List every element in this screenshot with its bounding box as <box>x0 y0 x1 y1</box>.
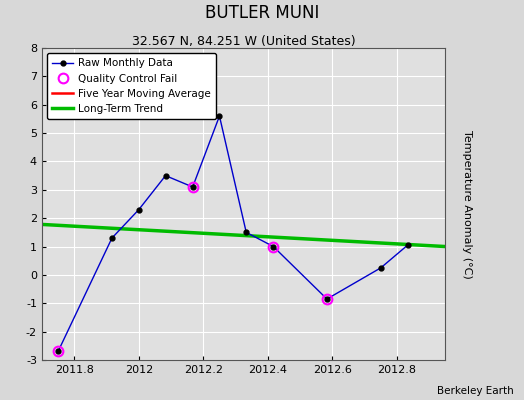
Text: BUTLER MUNI: BUTLER MUNI <box>205 4 319 22</box>
Quality Control Fail <box>324 297 330 302</box>
Raw Monthly Data <box>162 173 169 178</box>
Raw Monthly Data <box>55 349 61 354</box>
Raw Monthly Data <box>216 114 223 118</box>
Text: Berkeley Earth: Berkeley Earth <box>437 386 514 396</box>
Raw Monthly Data <box>378 266 384 270</box>
Raw Monthly Data <box>324 297 330 302</box>
Quality Control Fail <box>55 349 61 354</box>
Raw Monthly Data <box>136 207 142 212</box>
Raw Monthly Data <box>109 236 115 240</box>
Line: Raw Monthly Data: Raw Monthly Data <box>56 114 410 354</box>
Quality Control Fail <box>190 184 196 189</box>
Y-axis label: Temperature Anomaly (°C): Temperature Anomaly (°C) <box>462 130 472 278</box>
Quality Control Fail <box>270 244 277 249</box>
Raw Monthly Data <box>270 244 277 249</box>
Raw Monthly Data <box>243 230 249 235</box>
Legend: Raw Monthly Data, Quality Control Fail, Five Year Moving Average, Long-Term Tren: Raw Monthly Data, Quality Control Fail, … <box>47 53 216 119</box>
Raw Monthly Data <box>405 243 411 248</box>
Line: Quality Control Fail: Quality Control Fail <box>53 182 332 356</box>
Raw Monthly Data <box>190 184 196 189</box>
Title: 32.567 N, 84.251 W (United States): 32.567 N, 84.251 W (United States) <box>132 35 355 48</box>
